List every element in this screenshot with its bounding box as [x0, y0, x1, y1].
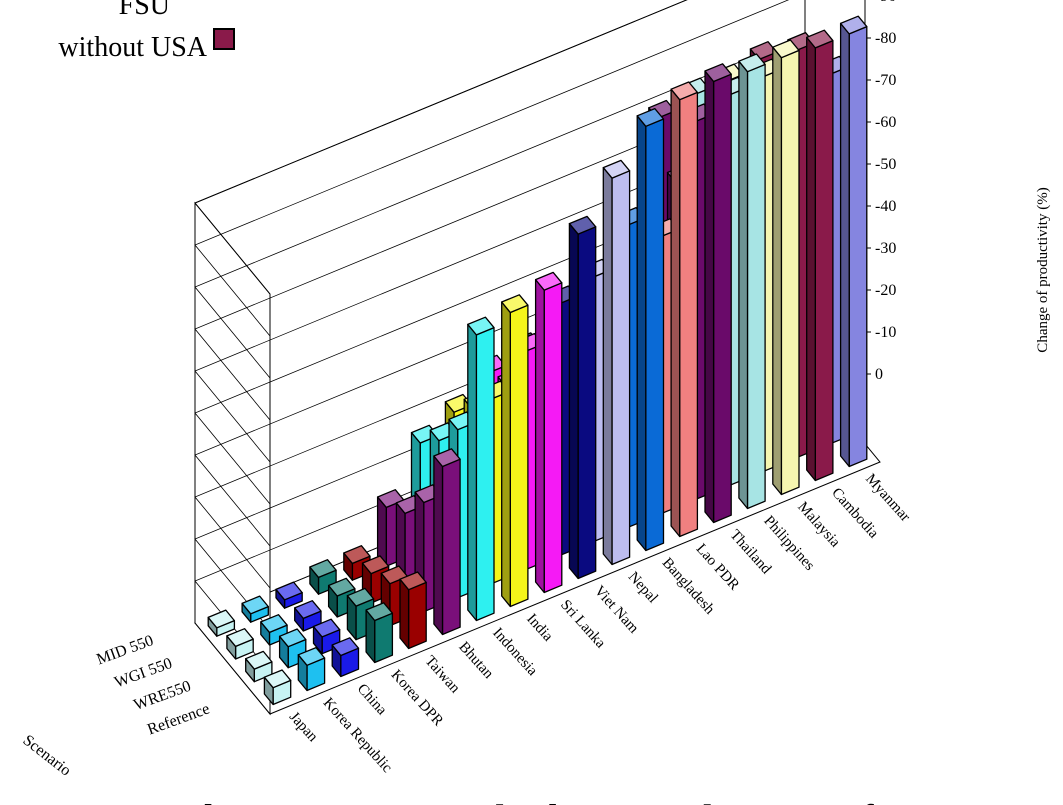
legend-entry-without-usa-label: without USA [58, 32, 207, 63]
legend-swatch [213, 28, 235, 50]
y-tick-label: -70 [875, 72, 896, 89]
category-label: India [523, 611, 556, 645]
y-tick-label: -40 [875, 198, 896, 215]
y-tick-label: -60 [875, 114, 896, 131]
bar-taiwan-0 [399, 571, 427, 650]
category-label: Nepal [625, 569, 661, 606]
bar-bangladesh-0 [636, 107, 665, 552]
category-label: Sri Lanka [557, 597, 608, 652]
legend-entry-fsu-label: FSU [119, 0, 170, 21]
bar-india-0 [501, 294, 529, 608]
bar-japan-0 [263, 669, 292, 706]
category-label: Malaysia [794, 499, 843, 551]
y-tick-label: -90 [875, 0, 896, 5]
bar-korea-republic-1 [278, 628, 307, 669]
bar-korea-republic-2 [260, 614, 288, 646]
bar-korea-dpr-3 [309, 559, 337, 595]
category-label: Bhutan [455, 639, 496, 682]
bar-china-0 [331, 637, 360, 678]
bar-nepal-0 [602, 159, 631, 566]
y-tick-label: -50 [875, 156, 896, 173]
bar-thailand-0 [704, 63, 732, 524]
bar-cambodia-0 [806, 29, 834, 482]
category-label: Lao PDR [693, 541, 743, 594]
gridline [194, 76, 806, 421]
bar-indonesia-0 [467, 316, 495, 622]
y-tick-label: -10 [875, 324, 896, 341]
gridline [194, 118, 806, 463]
bar-japan-2 [226, 628, 254, 660]
y-axis-ticks: 0-10-20-30-40-50-60-70-80-90-100 [865, 0, 896, 383]
y-tick-label: -80 [875, 30, 896, 47]
chart-title: Change in rice and wheat productivity fo… [175, 796, 911, 805]
category-label: Japan [286, 709, 321, 745]
gridline [194, 0, 790, 337]
y-tick-label: 0 [875, 366, 883, 383]
gridline [194, 0, 688, 295]
category-label: Taiwan [422, 653, 464, 697]
bar-myanmar-0 [839, 15, 868, 468]
bar-korea-republic-3 [241, 595, 269, 623]
category-label: China [354, 681, 390, 719]
gridline [194, 34, 806, 379]
bar-china-3 [275, 581, 303, 609]
bar-viet-nam-0 [568, 215, 597, 580]
bar-korea-republic-0 [297, 646, 326, 692]
bar-japan-1 [245, 650, 273, 683]
bar-bhutan-0 [433, 448, 461, 636]
bar-china-2 [294, 600, 322, 632]
gridline [194, 160, 806, 505]
bar-malaysia-0 [772, 39, 800, 496]
bar-sri-lanka-0 [534, 271, 563, 594]
bar-japan-3 [207, 609, 236, 637]
y-axis-title: Change of productivity (%) [1035, 187, 1051, 352]
category-label: Thailand [727, 527, 775, 578]
bar-lao-pdr-0 [670, 81, 699, 538]
y-tick-label: -30 [875, 240, 896, 257]
bar-philippines-0 [738, 53, 766, 510]
bar-korea-dpr-0 [365, 602, 394, 664]
scenario-axis-title: Scenario [20, 732, 75, 780]
y-tick-label: -20 [875, 282, 896, 299]
category-label: Indonesia [489, 625, 540, 679]
chart-bars [207, 15, 868, 706]
